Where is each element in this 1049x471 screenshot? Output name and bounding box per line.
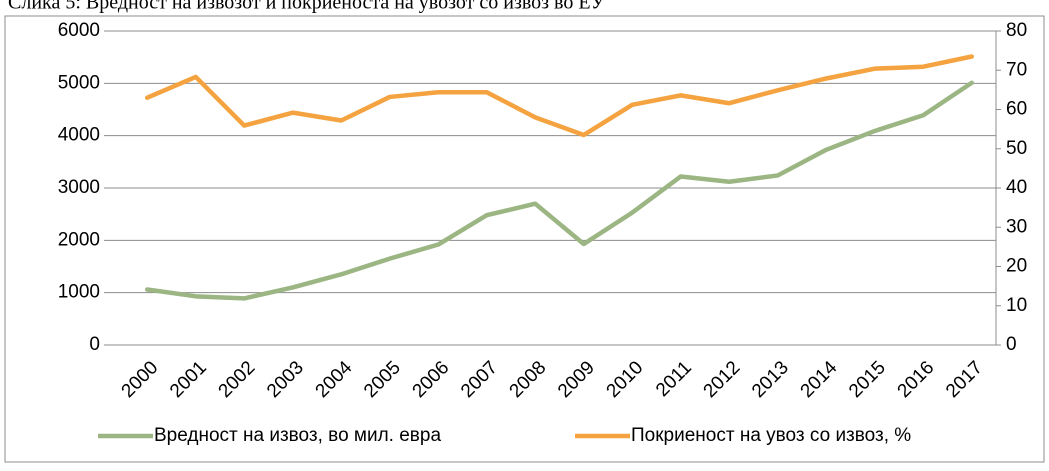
legend-label: Вредност на извоз, во мил. евра — [154, 425, 441, 446]
y-tick-label: 5000 — [58, 72, 100, 93]
legend-label: Покриеност на увоз со извоз, % — [631, 425, 911, 446]
y-tick-label: 4000 — [58, 125, 100, 146]
y2-tick-label: 40 — [1006, 177, 1027, 198]
y2-tick-label: 0 — [1006, 334, 1017, 355]
y2-tick-label: 20 — [1006, 256, 1027, 277]
series-line — [145, 54, 974, 138]
y2-tick-label: 10 — [1006, 295, 1027, 316]
y-tick-label: 3000 — [58, 177, 100, 198]
chart-frame — [4, 15, 1045, 463]
y2-tick-label: 50 — [1006, 138, 1027, 159]
y-tick-label: 6000 — [58, 20, 100, 41]
y2-tick-label: 30 — [1006, 216, 1027, 237]
y-tick-label: 0 — [89, 334, 100, 355]
series-line — [145, 80, 974, 301]
y2-tick-label: 80 — [1006, 20, 1027, 41]
y-tick-label: 1000 — [58, 282, 100, 303]
y2-tick-label: 70 — [1006, 59, 1027, 80]
y2-tick-label: 60 — [1006, 99, 1027, 120]
chart-title: Слика 5: Вредност на извозот и покриенос… — [8, 0, 606, 14]
y-tick-label: 2000 — [58, 229, 100, 250]
